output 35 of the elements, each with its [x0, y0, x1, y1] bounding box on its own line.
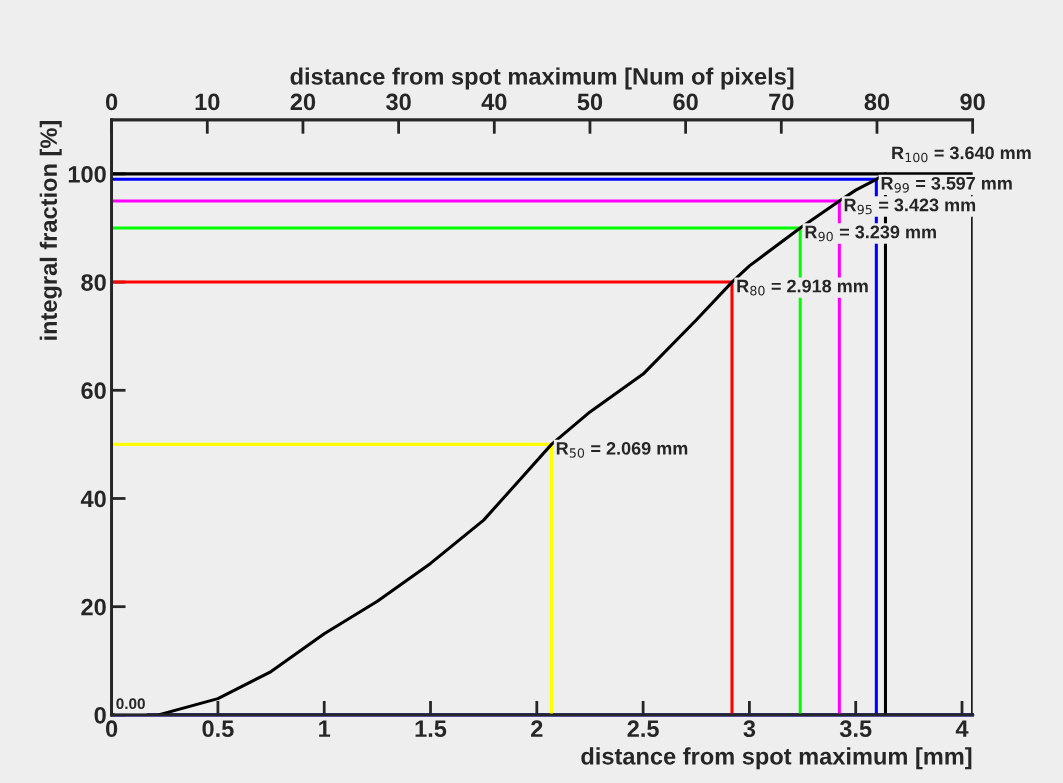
y-tick-label: 0 — [94, 706, 106, 724]
x2-tick-label: 50 — [577, 93, 603, 111]
annotation: R$_{80}$ = 2.918 mm — [737, 279, 868, 296]
x2-tick-label: 20 — [290, 93, 316, 111]
annotation: R$_{100}$ = 3.640 mm — [892, 146, 1031, 163]
x-tick-label: 0 — [105, 720, 118, 738]
annotation: 0.00 — [116, 698, 145, 710]
annotation: R$_{99}$ = 3.597 mm — [881, 176, 1012, 193]
y-tick-label: 100 — [68, 165, 106, 183]
x-tick-label: 2 — [531, 720, 543, 737]
x-tick-label: 1.5 — [415, 720, 447, 738]
x2-tick-label: 10 — [195, 93, 220, 111]
x-tick-label: 4 — [955, 720, 969, 737]
x2-tick-label: 0 — [105, 93, 118, 111]
x-axis-title: distance from spot maximum [mm] — [581, 747, 972, 770]
x2-tick-label: 90 — [960, 93, 985, 111]
x2-tick-label: 60 — [673, 93, 698, 111]
x-tick-label: 3.5 — [839, 720, 872, 738]
x2-tick-label: 70 — [769, 93, 794, 111]
x-tick-label: 3 — [743, 720, 756, 738]
x2-tick-label: 80 — [864, 93, 890, 111]
y-tick-label: 60 — [81, 382, 106, 400]
y-tick-label: 80 — [81, 274, 106, 291]
annotation: R$_{50}$ = 2.069 mm — [556, 441, 688, 458]
x-tick-label: 1 — [319, 720, 331, 737]
y-axis-title: integral fraction [%] — [39, 121, 62, 340]
x-tick-label: 0.5 — [202, 720, 234, 738]
annotation: R$_{90}$ = 3.239 mm — [805, 225, 936, 242]
x-tick-label: 2.5 — [627, 720, 659, 738]
annotation: R$_{95}$ = 3.423 mm — [844, 198, 976, 215]
x2-tick-label: 30 — [386, 93, 411, 111]
y-tick-label: 20 — [81, 598, 106, 616]
y-tick-label: 40 — [80, 490, 106, 508]
x2-tick-label: 40 — [481, 93, 507, 111]
x2-axis-title: distance from spot maximum [Num of pixels] — [290, 67, 794, 90]
